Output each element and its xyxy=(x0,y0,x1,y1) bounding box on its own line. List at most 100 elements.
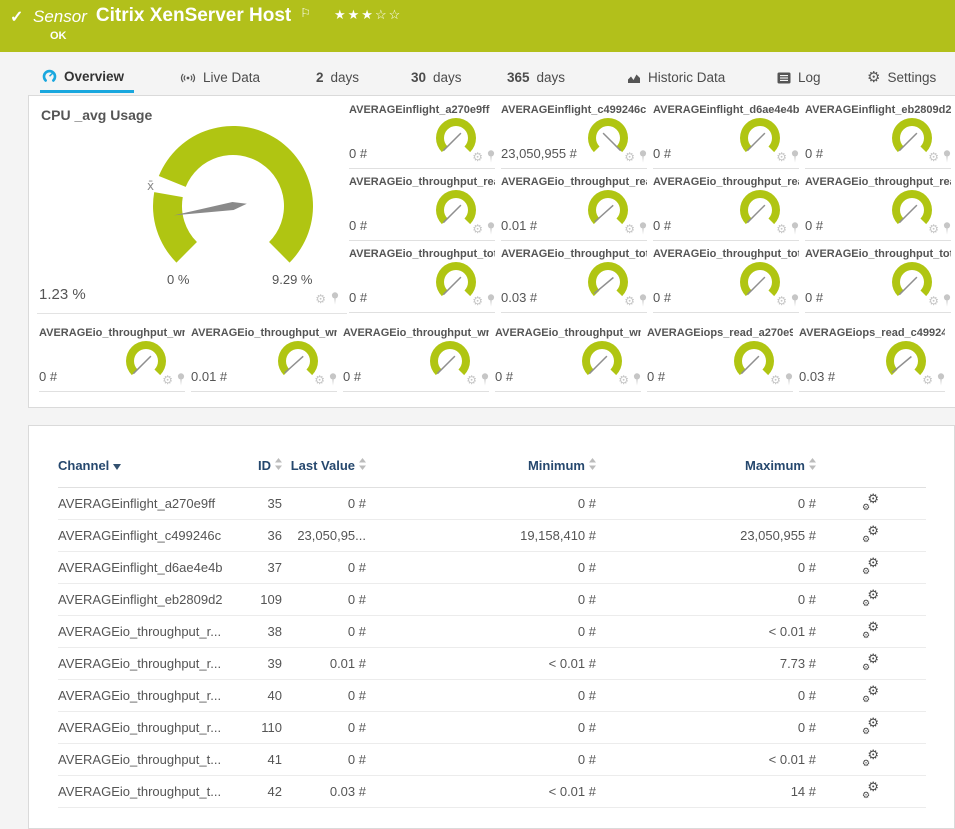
column-header-minimum[interactable]: Minimum xyxy=(366,452,596,488)
channel-gauge-tile[interactable]: AVERAGEio_throughput_read... 0.01 # ⚙ xyxy=(501,175,647,241)
channel-gauge-tile[interactable]: AVERAGEio_throughput_write... 0 # ⚙ xyxy=(39,326,185,392)
gear-icon[interactable]: ⚙ xyxy=(928,149,939,164)
channel-gauge-tile[interactable]: AVERAGEio_throughput_total... 0 # ⚙ xyxy=(805,247,951,313)
gear-icon[interactable]: ⚙ xyxy=(162,372,173,387)
channel-gauge-tile[interactable]: AVERAGEinflight_d6ae4e4b 0 # ⚙ xyxy=(653,103,799,169)
pin-icon[interactable] xyxy=(791,150,799,163)
table-row[interactable]: AVERAGEio_throughput_t... 41 0 # 0 # < 0… xyxy=(58,743,926,776)
column-header-id[interactable]: ID xyxy=(238,452,282,488)
gear-icon[interactable]: ⚙ xyxy=(624,293,635,308)
channel-gauge-tile[interactable]: AVERAGEio_throughput_read... 0 # ⚙ xyxy=(349,175,495,241)
channel-settings-icon[interactable]: ⚙ ⚙ xyxy=(862,683,879,704)
table-row[interactable]: AVERAGEio_throughput_r... 38 0 # 0 # < 0… xyxy=(58,615,926,648)
channel-gauge-tile[interactable]: AVERAGEiops_read_a270e9ff 0 # ⚙ xyxy=(647,326,793,392)
gear-icon[interactable]: ⚙ xyxy=(928,293,939,308)
channel-settings-icon[interactable]: ⚙ ⚙ xyxy=(862,523,879,544)
channel-gauge-tile[interactable]: AVERAGEio_throughput_write... 0 # ⚙ xyxy=(495,326,641,392)
channel-settings-icon[interactable]: ⚙ ⚙ xyxy=(862,587,879,608)
cell-minimum: 0 # xyxy=(366,615,596,648)
gear-icon[interactable]: ⚙ xyxy=(776,293,787,308)
gear-icon[interactable]: ⚙ xyxy=(770,372,781,387)
tab-historic-data[interactable]: Historic Data xyxy=(625,62,735,93)
cell-last-value: 0.01 # xyxy=(282,647,366,680)
table-row[interactable]: AVERAGEio_throughput_r... 40 0 # 0 # 0 #… xyxy=(58,679,926,712)
cpu-gauge-panel[interactable]: CPU _avg Usage x̄ 0 % 9.29 % 1.23 % ⚙ xyxy=(29,96,349,314)
gear-icon[interactable]: ⚙ xyxy=(618,372,629,387)
pin-icon[interactable] xyxy=(937,373,945,386)
channel-gauge-tile[interactable]: AVERAGEio_throughput_read... 0 # ⚙ xyxy=(805,175,951,241)
gear-icon[interactable]: ⚙ xyxy=(776,149,787,164)
tab-label: Overview xyxy=(64,68,125,84)
cell-maximum: 23,050,955 # xyxy=(596,519,816,552)
channel-gauge-tile[interactable]: AVERAGEiops_read_c499246c 0.03 # ⚙ xyxy=(799,326,945,392)
pin-icon[interactable] xyxy=(943,150,951,163)
channel-gauge-tile[interactable]: AVERAGEinflight_a270e9ff 0 # ⚙ xyxy=(349,103,495,169)
pin-icon[interactable] xyxy=(639,222,647,235)
channel-gauge-tile[interactable]: AVERAGEinflight_c499246c 23,050,955 # ⚙ xyxy=(501,103,647,169)
gear-icon[interactable]: ⚙ xyxy=(624,149,635,164)
table-row[interactable]: AVERAGEinflight_c499246c 36 23,050,95...… xyxy=(58,519,926,552)
pin-icon[interactable] xyxy=(487,150,495,163)
pin-icon[interactable] xyxy=(329,373,337,386)
tab-live-data[interactable]: Live Data xyxy=(178,62,270,93)
gear-icon[interactable]: ⚙ xyxy=(624,221,635,236)
table-row[interactable]: AVERAGEinflight_eb2809d2 109 0 # 0 # 0 #… xyxy=(58,583,926,616)
table-row[interactable]: AVERAGEio_throughput_r... 110 0 # 0 # 0 … xyxy=(58,711,926,744)
channel-gauge-tile[interactable]: AVERAGEio_throughput_total... 0.03 # ⚙ xyxy=(501,247,647,313)
pin-icon[interactable] xyxy=(487,222,495,235)
pin-icon[interactable] xyxy=(791,294,799,307)
pin-icon[interactable] xyxy=(791,222,799,235)
pin-icon[interactable] xyxy=(639,294,647,307)
column-header-last-value[interactable]: Last Value xyxy=(282,452,366,488)
pin-icon[interactable] xyxy=(943,294,951,307)
channel-gauge-tile[interactable]: AVERAGEio_throughput_total... 0 # ⚙ xyxy=(653,247,799,313)
pin-icon[interactable] xyxy=(639,150,647,163)
gear-icon[interactable]: ⚙ xyxy=(315,291,326,306)
gear-icon[interactable]: ⚙ xyxy=(466,372,477,387)
column-header-channel[interactable]: Channel xyxy=(58,452,238,488)
gear-icon[interactable]: ⚙ xyxy=(776,221,787,236)
priority-flag-icon[interactable]: ⚐ xyxy=(300,6,311,20)
tab-overview[interactable]: Overview xyxy=(40,62,135,93)
channel-settings-icon[interactable]: ⚙ ⚙ xyxy=(862,491,879,512)
gear-icon[interactable]: ⚙ xyxy=(314,372,325,387)
gear-icon[interactable]: ⚙ xyxy=(928,221,939,236)
channel-gauge-tile[interactable]: AVERAGEio_throughput_total... 0 # ⚙ xyxy=(349,247,495,313)
table-row[interactable]: AVERAGEinflight_d6ae4e4b 37 0 # 0 # 0 # … xyxy=(58,551,926,584)
pin-icon[interactable] xyxy=(481,373,489,386)
pin-icon[interactable] xyxy=(331,292,339,305)
channel-settings-icon[interactable]: ⚙ ⚙ xyxy=(862,715,879,736)
tab-log[interactable]: Log xyxy=(775,62,831,93)
channel-settings-icon[interactable]: ⚙ ⚙ xyxy=(862,555,879,576)
tab-settings[interactable]: ⚙ Settings xyxy=(865,62,946,93)
priority-stars[interactable]: ★★★☆☆ xyxy=(334,7,403,22)
channel-gauge-tile[interactable]: AVERAGEinflight_eb2809d2 0 # ⚙ xyxy=(805,103,951,169)
channel-settings-icon[interactable]: ⚙ ⚙ xyxy=(862,747,879,768)
channel-gauge xyxy=(889,260,935,302)
tab-365-days[interactable]: 365 days xyxy=(505,62,575,93)
pin-icon[interactable] xyxy=(487,294,495,307)
cell-id: 40 xyxy=(238,679,282,712)
gear-icon[interactable]: ⚙ xyxy=(922,372,933,387)
tab-30-days[interactable]: 30 days xyxy=(409,62,472,93)
gear-icon[interactable]: ⚙ xyxy=(472,221,483,236)
channel-settings-icon[interactable]: ⚙ ⚙ xyxy=(862,779,879,800)
channel-gauge-tile[interactable]: AVERAGEio_throughput_read... 0 # ⚙ xyxy=(653,175,799,241)
table-row[interactable]: AVERAGEinflight_a270e9ff 35 0 # 0 # 0 # … xyxy=(58,487,926,520)
channel-gauge-tile[interactable]: AVERAGEio_throughput_write... 0 # ⚙ xyxy=(343,326,489,392)
channel-settings-icon[interactable]: ⚙ ⚙ xyxy=(862,619,879,640)
gauge-bottom-row: AVERAGEio_throughput_write... 0 # ⚙ AVER… xyxy=(39,326,955,398)
column-header-maximum[interactable]: Maximum xyxy=(596,452,816,488)
pin-icon[interactable] xyxy=(785,373,793,386)
table-row[interactable]: AVERAGEio_throughput_t... 42 0.03 # < 0.… xyxy=(58,775,926,808)
pin-icon[interactable] xyxy=(943,222,951,235)
tab-2-days[interactable]: 2 days xyxy=(314,62,369,93)
gear-icon[interactable]: ⚙ xyxy=(472,293,483,308)
pin-icon[interactable] xyxy=(633,373,641,386)
gear-icon[interactable]: ⚙ xyxy=(472,149,483,164)
channel-gauge-tile[interactable]: AVERAGEio_throughput_write... 0.01 # ⚙ xyxy=(191,326,337,392)
table-row[interactable]: AVERAGEio_throughput_r... 39 0.01 # < 0.… xyxy=(58,647,926,680)
channel-gauge-actions: ⚙ xyxy=(922,373,945,386)
pin-icon[interactable] xyxy=(177,373,185,386)
channel-settings-icon[interactable]: ⚙ ⚙ xyxy=(862,651,879,672)
